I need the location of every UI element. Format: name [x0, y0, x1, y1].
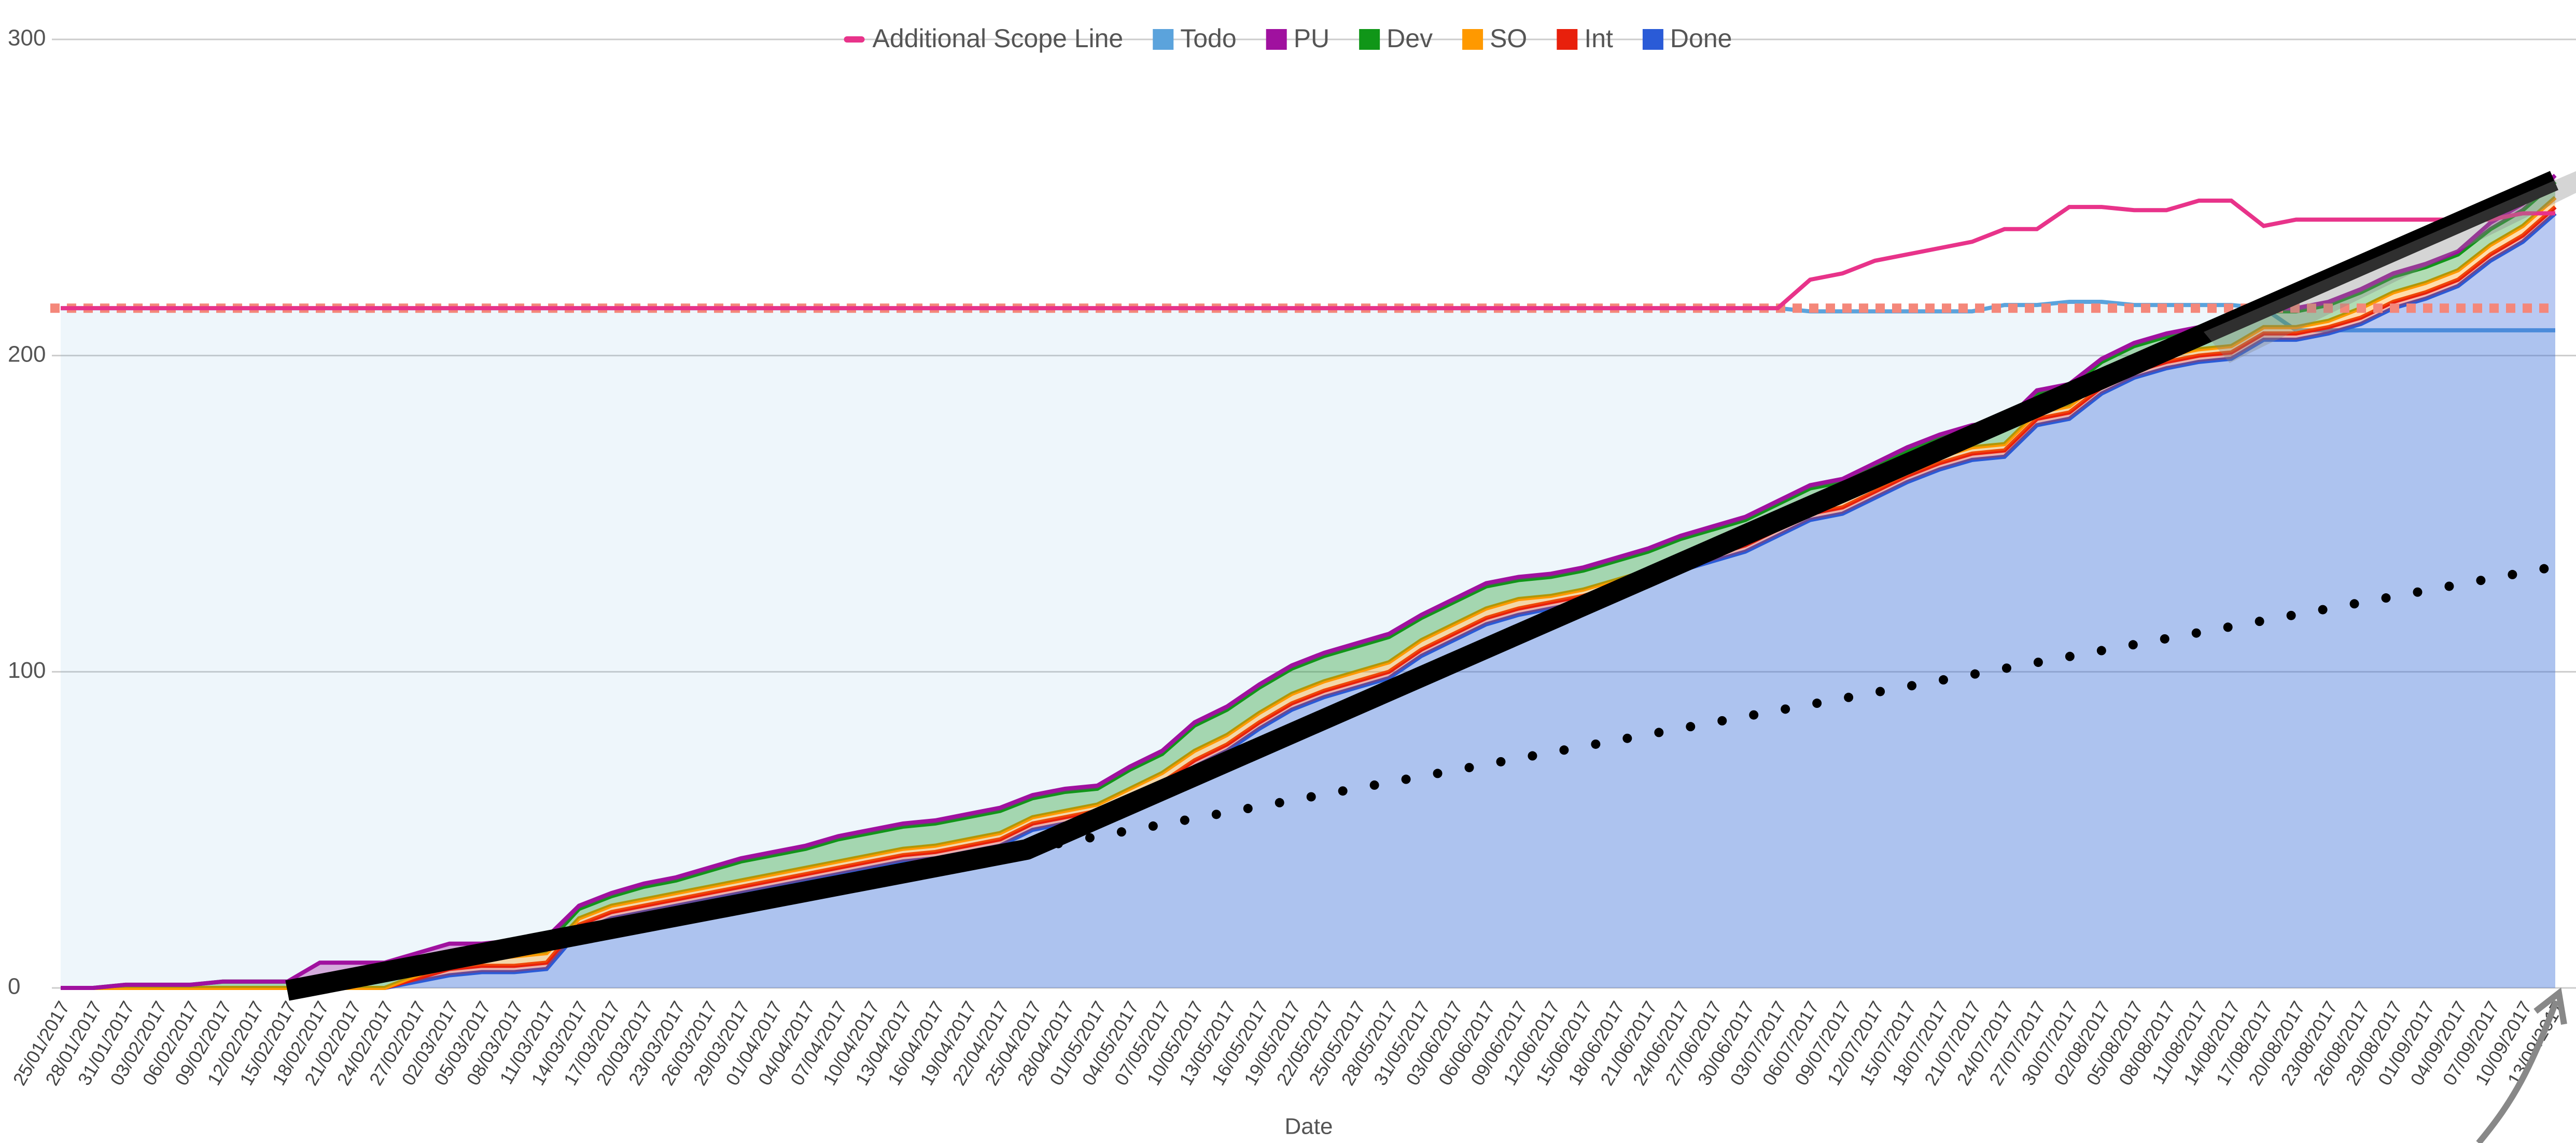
legend-label: PU — [1294, 24, 1329, 53]
y-tick-label: 100 — [8, 658, 46, 683]
legend-item: Dev — [1359, 24, 1433, 53]
legend: Additional Scope Line Todo PU Dev SO Int Done — [844, 24, 1732, 53]
annotation-dotted-trend — [1022, 562, 2559, 854]
line — [61, 198, 2555, 311]
legend-label: Additional Scope Line — [873, 24, 1124, 53]
legend-marker — [844, 36, 865, 43]
legend-marker — [1359, 29, 1380, 50]
legend-marker — [1153, 29, 1174, 50]
legend-label: Done — [1670, 24, 1732, 53]
legend-label: Dev — [1387, 24, 1433, 53]
legend-marker — [1642, 29, 1663, 50]
annotation-shade — [2204, 171, 2576, 363]
annotations — [285, 171, 2576, 1143]
legend-item: Int — [1557, 24, 1613, 53]
area-line — [61, 212, 2557, 990]
legend-item: Todo — [1153, 24, 1237, 53]
y-tick-label: 200 — [8, 341, 46, 367]
legend-marker — [1557, 29, 1578, 50]
annotation-arrow-head — [2533, 987, 2567, 1025]
legend-label: Todo — [1180, 24, 1236, 53]
area-line — [61, 174, 2557, 990]
y-tick-label: 300 — [8, 25, 46, 51]
legend-item: PU — [1266, 24, 1329, 53]
legend-marker — [1266, 29, 1287, 50]
x-axis-label: Date — [1285, 1114, 1333, 1139]
legend-item: Additional Scope Line — [844, 24, 1124, 53]
area — [61, 213, 2555, 988]
legend-label: SO — [1490, 24, 1527, 53]
legend-marker — [1462, 29, 1483, 50]
legend-label: Int — [1584, 24, 1613, 53]
y-tick-label: 0 — [8, 974, 20, 999]
legend-item: SO — [1462, 24, 1527, 53]
legend-item: Done — [1642, 24, 1732, 53]
annotation-arrow — [2476, 999, 2559, 1143]
plot-area: 010020030025/01/201728/01/201731/01/2017… — [8, 25, 2576, 1089]
